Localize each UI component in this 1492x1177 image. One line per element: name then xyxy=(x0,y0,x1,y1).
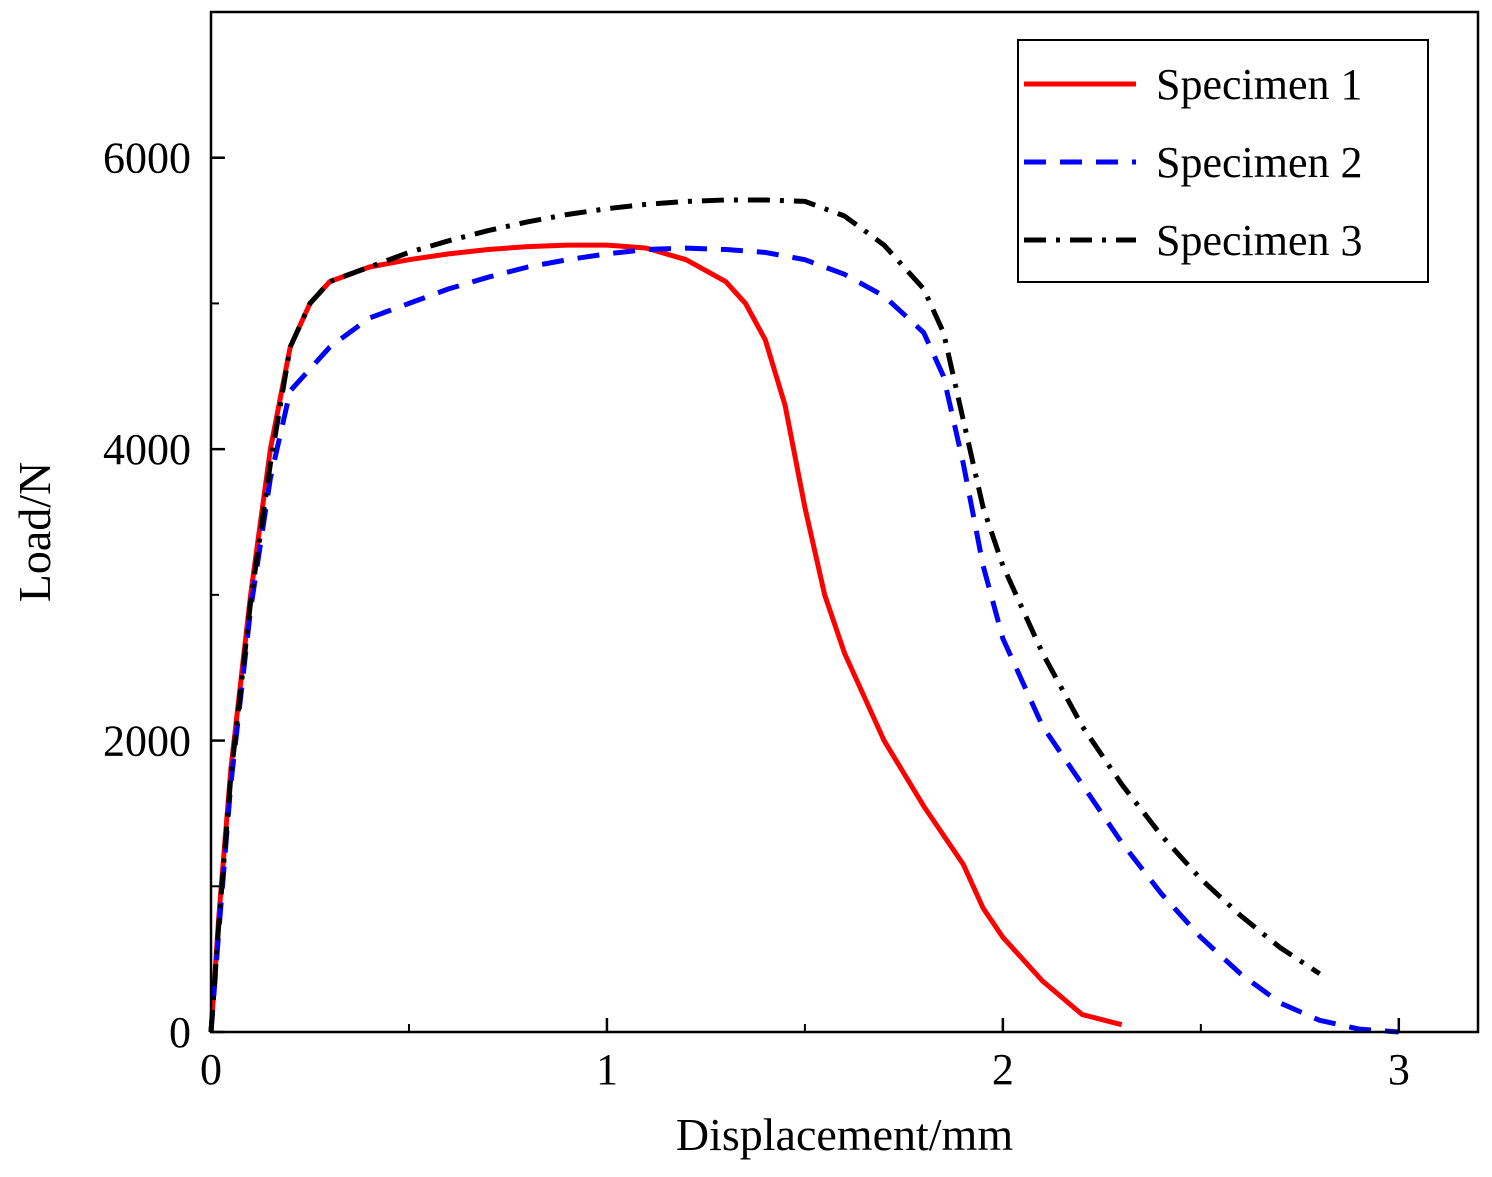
legend-label-specimen-1: Specimen 1 xyxy=(1156,60,1363,109)
y-tick-label: 2000 xyxy=(103,717,191,766)
legend: Specimen 1 Specimen 2 Specimen 3 xyxy=(1017,39,1429,283)
y-tick-label: 6000 xyxy=(103,134,191,183)
x-tick-label: 1 xyxy=(596,1045,618,1094)
legend-label-specimen-2: Specimen 2 xyxy=(1156,138,1363,187)
y-tick-label: 0 xyxy=(169,1008,191,1057)
x-tick-label: 3 xyxy=(1388,1045,1410,1094)
legend-label-specimen-3: Specimen 3 xyxy=(1156,216,1363,265)
plot-frame xyxy=(209,10,1480,1034)
legend-items: Specimen 1 Specimen 2 Specimen 3 xyxy=(1024,60,1363,265)
series-line-specimen-3 xyxy=(208,197,1321,1033)
series-layer xyxy=(208,197,1399,1035)
x-axis-title: Displacement/mm xyxy=(676,1109,1013,1160)
axis-tick-labels: 0 1 2 3 0 2000 4000 6000 xyxy=(103,134,1410,1094)
x-tick-label: 2 xyxy=(992,1045,1014,1094)
series-line-specimen-2 xyxy=(208,245,1399,1035)
y-tick-label: 4000 xyxy=(103,425,191,474)
series-line-specimen-1 xyxy=(208,242,1123,1033)
y-axis-title: Load/N xyxy=(9,462,60,603)
x-tick-label: 0 xyxy=(200,1045,222,1094)
axis-ticks xyxy=(209,156,1401,1034)
